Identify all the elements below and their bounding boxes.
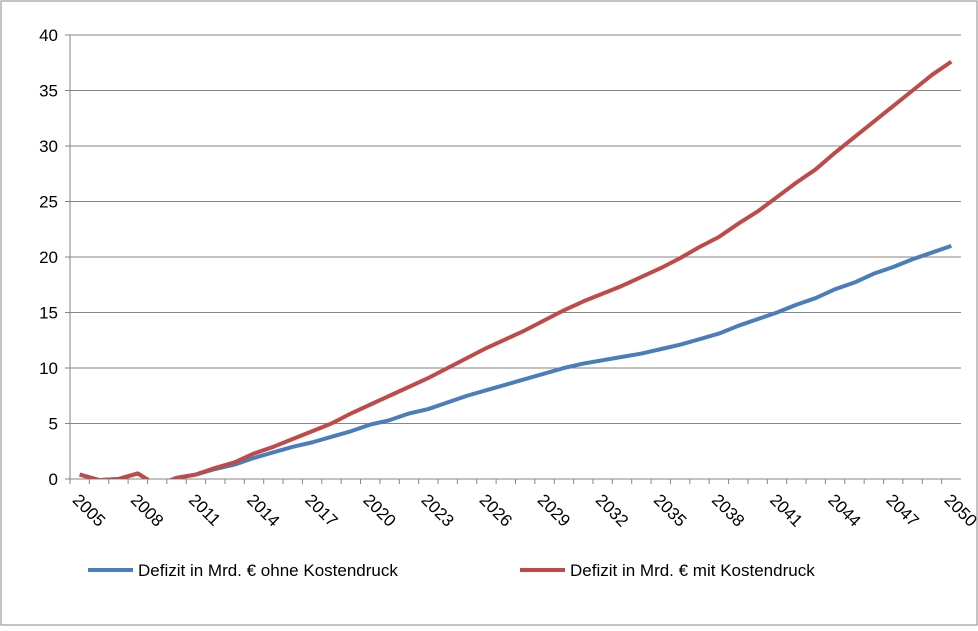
y-tick-label: 20: [39, 248, 58, 267]
y-tick-label: 5: [49, 415, 58, 434]
plot-area: [79, 59, 953, 479]
series-line: [79, 59, 953, 479]
legend-label: Defizit in Mrd. € mit Kostendruck: [570, 561, 815, 580]
y-tick-label: 35: [39, 82, 58, 101]
y-tick-label: 40: [39, 26, 58, 45]
y-tick-label: 25: [39, 193, 58, 212]
legend-label: Defizit in Mrd. € ohne Kostendruck: [138, 561, 398, 580]
y-tick-label: 0: [49, 470, 58, 489]
y-tick-label: 15: [39, 304, 58, 323]
y-tick-label: 10: [39, 359, 58, 378]
y-tick-label: 30: [39, 137, 58, 156]
